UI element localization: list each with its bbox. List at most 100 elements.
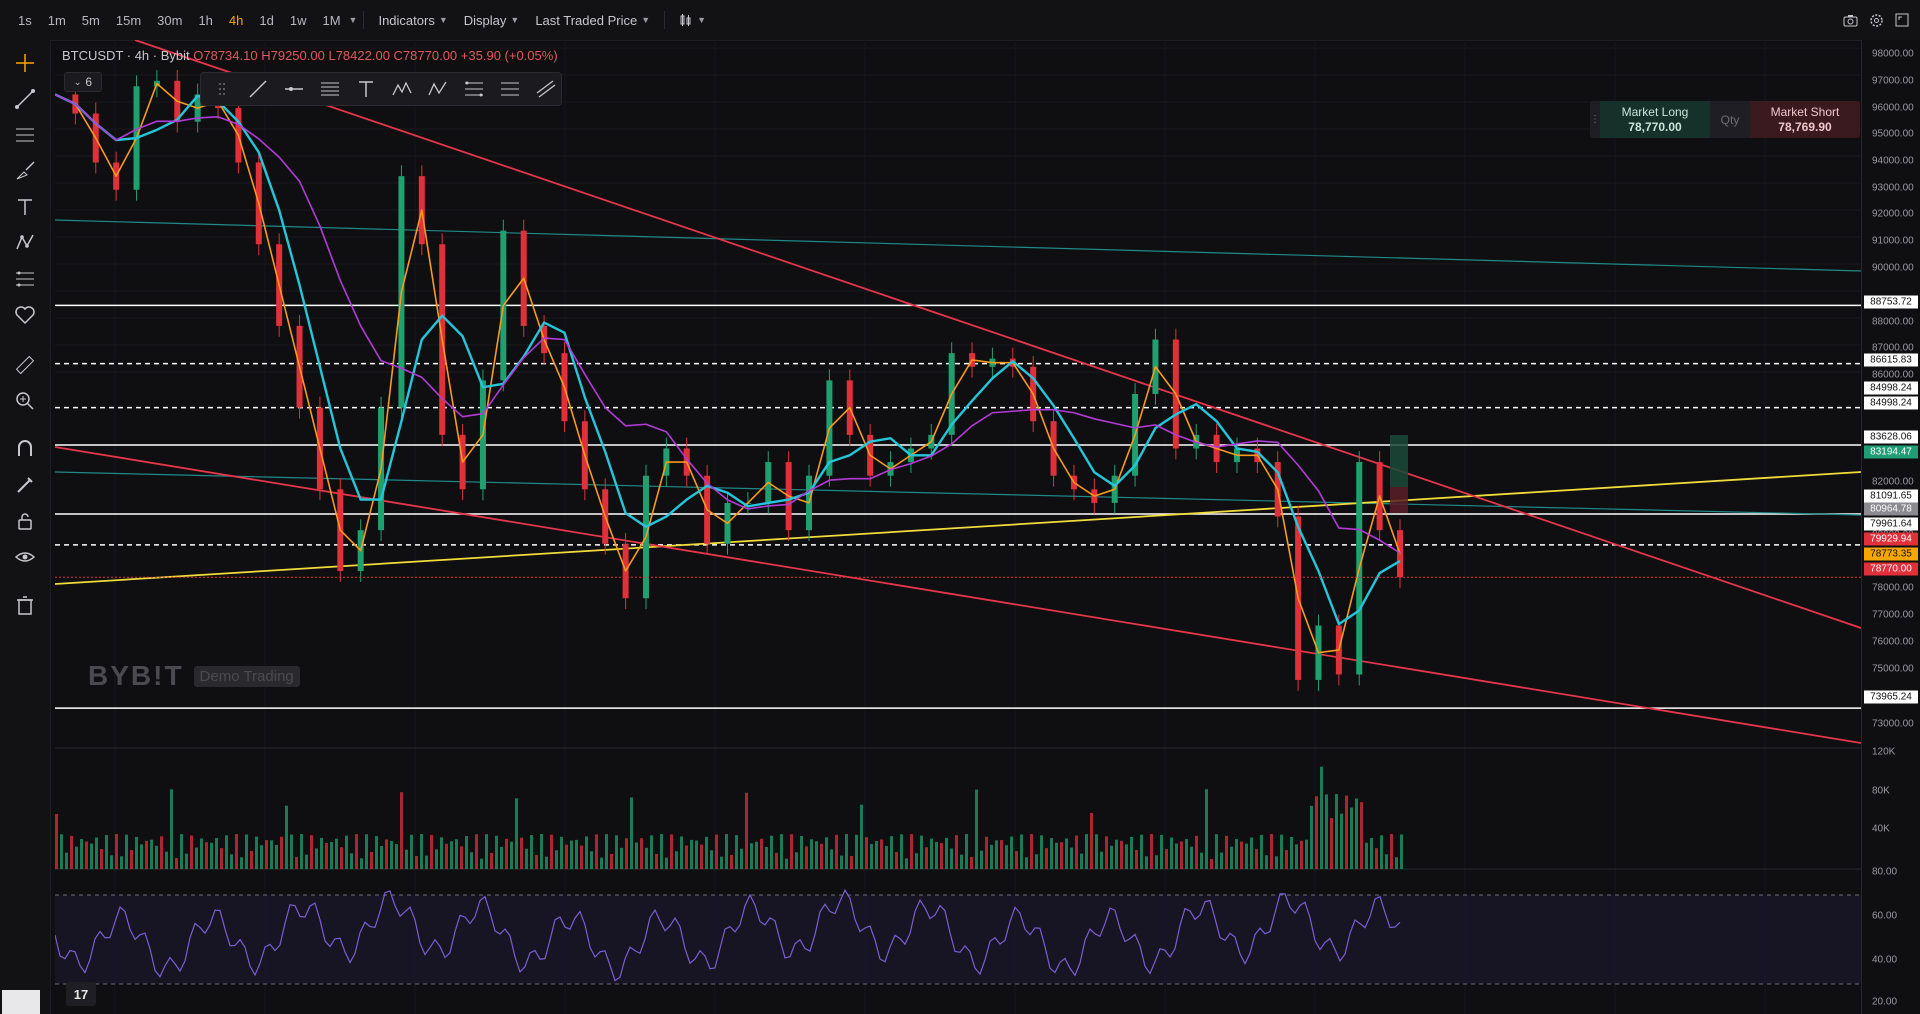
magnet-icon[interactable]: [12, 436, 38, 462]
volume-bar: [435, 849, 438, 869]
indicator-collapse-button[interactable]: ⌄ 6: [64, 72, 102, 92]
text-icon[interactable]: [353, 76, 379, 102]
chart-type-menu[interactable]: ▼: [671, 13, 714, 27]
close-value: C78770.00: [393, 48, 458, 63]
volume-bar: [220, 848, 223, 869]
zoom-icon[interactable]: [12, 388, 38, 414]
timeframe-1d[interactable]: 1d: [259, 12, 274, 28]
lock-icon[interactable]: [12, 508, 38, 534]
price-tick-label: 92000.00: [1872, 208, 1914, 220]
price-tick-label: 86000.00: [1872, 369, 1914, 381]
price-tick-label: 93000.00: [1872, 182, 1914, 194]
timeframe-30m[interactable]: 30m: [157, 12, 183, 28]
fib-extension-icon[interactable]: [497, 76, 523, 102]
camera-icon[interactable]: [1842, 12, 1858, 28]
toolbar-divider: [664, 11, 666, 29]
volume-bar: [240, 857, 243, 869]
volume-bar: [1145, 856, 1148, 869]
display-menu[interactable]: Display ▼: [456, 13, 528, 28]
price-chart[interactable]: [55, 40, 1861, 1014]
corner-panel-toggle[interactable]: [2, 990, 40, 1014]
trendline-red-lower: [55, 446, 1861, 744]
volume-bar: [740, 848, 743, 869]
timeframe-1m[interactable]: 1m: [47, 12, 66, 28]
price-type-menu[interactable]: Last Traded Price ▼: [527, 13, 658, 28]
volume-bar: [1235, 839, 1238, 869]
volume-bar: [955, 835, 958, 869]
volume-bar: [1000, 840, 1003, 869]
volume-bar: [1325, 794, 1328, 869]
volume-bar: [345, 835, 348, 869]
horizontal-lines-icon[interactable]: [12, 122, 38, 148]
brush-icon[interactable]: [12, 158, 38, 184]
volume-bar: [1275, 856, 1278, 869]
volume-bar: [1020, 834, 1023, 869]
eye-icon[interactable]: [12, 544, 38, 570]
volume-bar: [145, 840, 148, 869]
price-level-tag: 79961.64: [1864, 517, 1918, 531]
crosshair-icon[interactable]: [12, 50, 38, 76]
timeframe-1h[interactable]: 1h: [198, 12, 213, 28]
drag-handle-icon[interactable]: ⋮: [1590, 101, 1600, 138]
volume-bar: [200, 838, 203, 869]
horizontal-ray-icon[interactable]: [281, 76, 307, 102]
timeframe-5m[interactable]: 5m: [81, 12, 100, 28]
fib-retracement-icon[interactable]: [461, 76, 487, 102]
trendline-icon[interactable]: [12, 86, 38, 112]
qty-input[interactable]: Qty: [1710, 101, 1750, 138]
ruler-icon[interactable]: [12, 352, 38, 378]
volume-bar: [680, 836, 683, 869]
abcd-pattern-icon[interactable]: [425, 76, 451, 102]
volume-bar: [340, 847, 343, 869]
volume-bar: [735, 835, 738, 869]
trash-icon[interactable]: [12, 592, 38, 618]
volume-bar: [230, 854, 233, 869]
pattern-icon[interactable]: [12, 230, 38, 256]
volume-bar: [670, 834, 673, 869]
volume-bar: [590, 851, 593, 869]
timeframe-4h[interactable]: 4h: [228, 12, 244, 28]
volume-bar: [555, 850, 558, 869]
fib-icon[interactable]: [12, 266, 38, 292]
volume-bar: [80, 839, 83, 869]
volume-bar: [360, 858, 363, 869]
volume-bar: [125, 834, 128, 869]
volume-bar: [805, 846, 808, 869]
favorite-icon[interactable]: [12, 302, 38, 328]
market-short-label: Market Short: [1770, 104, 1840, 119]
tradingview-logo[interactable]: 17: [66, 982, 96, 1006]
volume-bar: [110, 855, 113, 869]
lock-pencil-icon[interactable]: [12, 472, 38, 498]
market-long-button[interactable]: Market Long 78,770.00: [1600, 101, 1710, 138]
toolbar-divider: [363, 11, 365, 29]
text-icon[interactable]: [12, 194, 38, 220]
volume-bar: [250, 850, 253, 869]
channel-icon[interactable]: [533, 76, 559, 102]
market-short-button[interactable]: Market Short 78,769.90: [1750, 101, 1860, 138]
volume-bar: [510, 841, 513, 869]
take-profit-zone: [1390, 435, 1408, 487]
timeframe-1s[interactable]: 1s: [18, 12, 32, 28]
timeframe-1w[interactable]: 1w: [289, 12, 307, 28]
volume-bar: [1400, 834, 1403, 869]
timeframe-1M[interactable]: 1M: [322, 12, 341, 28]
price-tick-label: 73000.00: [1872, 718, 1914, 730]
indicators-menu[interactable]: Indicators ▼: [370, 13, 455, 28]
timeframe-dropdown-icon[interactable]: ▼: [348, 15, 358, 25]
fullscreen-icon[interactable]: [1894, 12, 1910, 28]
drag-handle-icon[interactable]: [209, 76, 235, 102]
timeframe-15m[interactable]: 15m: [115, 12, 142, 28]
trendline-icon[interactable]: [245, 76, 271, 102]
volume-bar: [920, 835, 923, 869]
settings-icon[interactable]: [1868, 12, 1884, 28]
volume-bar: [710, 850, 713, 869]
rsi-tick-label: 80.00: [1872, 866, 1898, 878]
volume-bar: [1340, 813, 1343, 869]
wave-pattern-icon[interactable]: [389, 76, 415, 102]
parallel-lines-icon[interactable]: [317, 76, 343, 102]
price-axis[interactable]: 98000.00 97000.00 96000.00 95000.00 94000.00…: [1861, 40, 1920, 1014]
volume-bar: [545, 856, 548, 869]
volume-bar: [65, 852, 68, 869]
volume-bar: [565, 844, 568, 869]
volume-bar: [290, 834, 293, 869]
